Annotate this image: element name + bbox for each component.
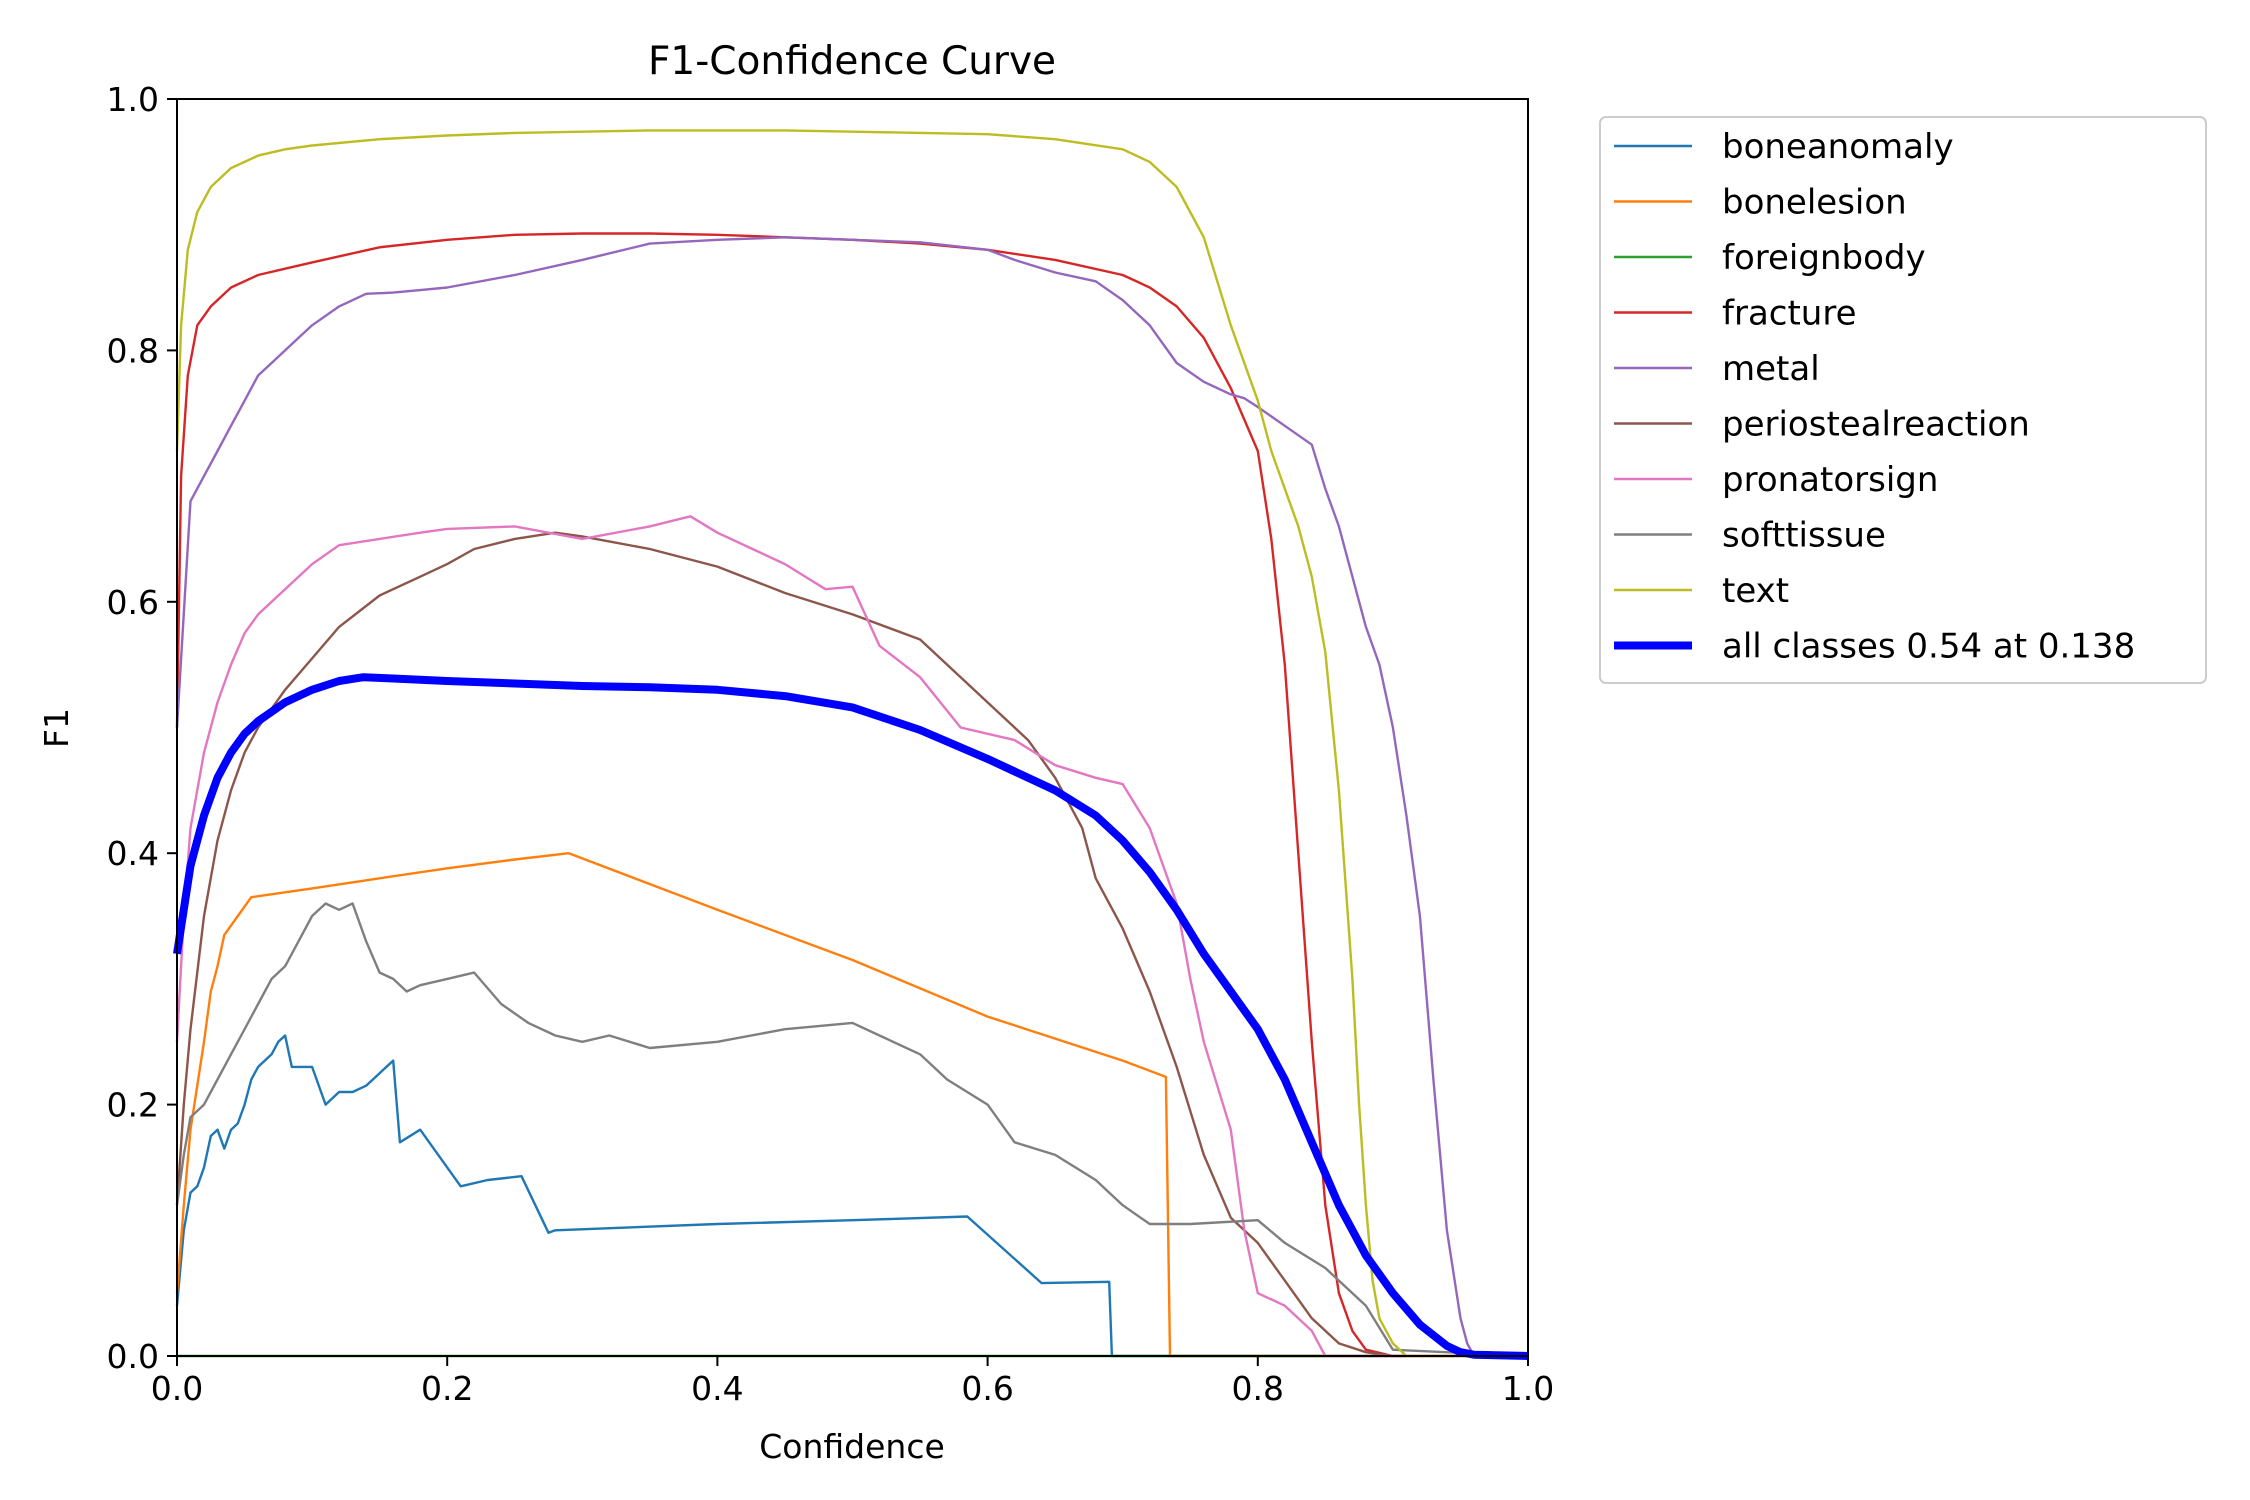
x-tick-label: 0.8	[1232, 1369, 1284, 1408]
x-tick-label: 0.0	[151, 1369, 203, 1408]
legend-label-text: text	[1722, 571, 1789, 611]
legend-label-softtissue: softtissue	[1722, 516, 1886, 556]
series-line-text	[175, 129, 1528, 1358]
legend: boneanomaly bonelesion foreignbody fracture…	[1599, 116, 2207, 684]
legend-label-bonelesion: bonelesion	[1722, 183, 1907, 223]
chart-title: F1-Confidence Curve	[648, 39, 1056, 84]
plot-frame	[176, 98, 1529, 1357]
series-line-boneanomaly	[175, 1034, 1528, 1358]
x-axis: 0.0 0.2 0.4 0.6 0.8 1.0	[151, 1356, 1554, 1408]
x-tick-label: 1.0	[1502, 1369, 1554, 1408]
legend-label-pronatorsign: pronatorsign	[1722, 460, 1938, 500]
y-tick-label: 0.6	[107, 583, 159, 622]
x-tick-label: 0.2	[421, 1369, 473, 1408]
y-tick-label: 0.4	[107, 834, 159, 873]
series-line-metal	[175, 236, 1528, 1358]
series-line-bonelesion	[175, 852, 1528, 1358]
y-tick-label: 0.2	[107, 1086, 159, 1125]
series-line-softtissue	[175, 902, 1529, 1358]
legend-label-all-classes-0-54-at-0-138: all classes 0.54 at 0.138	[1722, 627, 2135, 667]
y-tick-label: 0.8	[107, 331, 159, 370]
legend-label-periostealreaction: periostealreaction	[1722, 405, 2030, 445]
legend-label-fracture: fracture	[1722, 294, 1857, 334]
x-axis-label: Confidence	[759, 1427, 945, 1466]
legend-label-boneanomaly: boneanomaly	[1722, 127, 1954, 167]
legend-frame	[1599, 116, 2207, 684]
legend-label-metal: metal	[1722, 349, 1820, 389]
y-axis: 0.0 0.2 0.4 0.6 0.8 1.0	[107, 80, 177, 1376]
legend-label-foreignbody: foreignbody	[1722, 238, 1926, 278]
y-tick-label: 0.0	[107, 1337, 159, 1376]
x-tick-label: 0.6	[961, 1369, 1013, 1408]
y-axis-label: F1	[37, 708, 76, 748]
series-line-all-classes-0-54-at-0-138	[173, 673, 1529, 1360]
y-tick-label: 1.0	[107, 80, 159, 119]
series-line-pronatorsign	[175, 515, 1528, 1358]
x-tick-label: 0.4	[691, 1369, 743, 1408]
